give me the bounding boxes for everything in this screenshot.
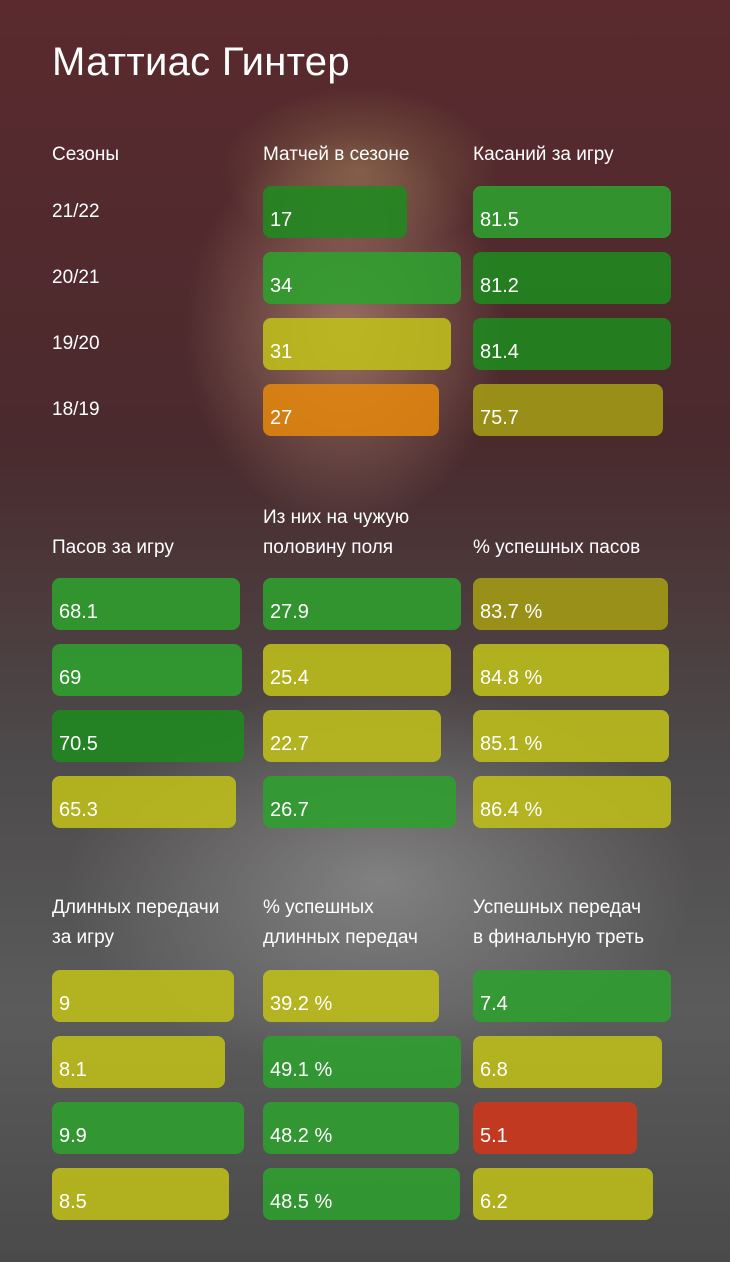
bar [263, 710, 441, 762]
bar [263, 252, 461, 304]
metric-header: Из них на чужую половину поля [263, 507, 410, 558]
data-label: 75.7 [480, 407, 519, 429]
bar [52, 1102, 244, 1154]
bar [263, 1168, 460, 1220]
season-label: 18/19 [52, 399, 100, 420]
data-label: 9 [59, 993, 71, 1015]
bar [473, 970, 671, 1022]
bar [473, 1102, 637, 1154]
data-label: 26.7 [270, 799, 309, 821]
data-label: 34 [270, 275, 293, 297]
data-label: 48.5 % [270, 1191, 333, 1213]
data-label: 25.4 [270, 667, 309, 689]
data-label: 65.3 [59, 799, 98, 821]
data-label: 86.4 % [480, 799, 543, 821]
season-label: 19/20 [52, 333, 100, 354]
bar [263, 1102, 459, 1154]
data-label: 81.5 [480, 209, 519, 231]
bar [52, 644, 242, 696]
metric-header: Матчей в сезоне [263, 144, 410, 165]
bar [52, 1168, 229, 1220]
bar [52, 710, 244, 762]
data-label: 27.9 [270, 601, 309, 623]
data-label: 22.7 [270, 733, 309, 755]
bar [473, 644, 669, 696]
bar [473, 318, 671, 370]
data-label: 85.1 % [480, 733, 543, 755]
bar [473, 1168, 653, 1220]
metric-header: Успешных передач в финальную треть [473, 897, 644, 948]
data-label: 70.5 [59, 733, 98, 755]
bar [263, 384, 439, 436]
bar [473, 186, 671, 238]
data-label: 69 [59, 667, 82, 689]
data-label: 27 [270, 407, 293, 429]
data-label: 84.8 % [480, 667, 543, 689]
bar [473, 1036, 662, 1088]
data-label: 81.4 [480, 341, 519, 363]
bar [263, 318, 451, 370]
bar [263, 776, 456, 828]
bar [473, 578, 668, 630]
data-label: 8.5 [59, 1191, 87, 1213]
data-label: 5.1 [480, 1125, 508, 1147]
bar [263, 970, 439, 1022]
data-label: 8.1 [59, 1059, 87, 1081]
bar [263, 644, 451, 696]
bar [263, 1036, 461, 1088]
bar [473, 776, 671, 828]
bar [473, 252, 671, 304]
bar [473, 384, 663, 436]
bar [52, 776, 236, 828]
data-label: 17 [270, 209, 293, 231]
metric-header: Пасов за игру [52, 537, 174, 558]
metric-header: % успешных пасов [473, 537, 641, 558]
data-label: 31 [270, 341, 293, 363]
data-label: 6.8 [480, 1059, 508, 1081]
data-label: 7.4 [480, 993, 508, 1015]
metric-header: Длинных передачи за игру [52, 897, 220, 948]
season-label: 20/21 [52, 267, 100, 288]
metric-header: % успешных длинных передач [263, 897, 418, 948]
seasons-header: Сезоны [52, 144, 120, 165]
bar [52, 578, 240, 630]
season-label: 21/22 [52, 201, 100, 222]
data-label: 48.2 % [270, 1125, 333, 1147]
data-label: 39.2 % [270, 993, 333, 1015]
data-label: 9.9 [59, 1125, 87, 1147]
bar [52, 970, 234, 1022]
page-title: Маттиас Гинтер [52, 40, 350, 84]
data-label: 49.1 % [270, 1059, 333, 1081]
metric-header: Касаний за игру [473, 144, 614, 165]
data-label: 83.7 % [480, 601, 543, 623]
bar [52, 1036, 225, 1088]
bar [263, 578, 461, 630]
bar [263, 186, 407, 238]
data-label: 68.1 [59, 601, 98, 623]
data-label: 6.2 [480, 1191, 508, 1213]
bar [473, 710, 669, 762]
data-label: 81.2 [480, 275, 519, 297]
